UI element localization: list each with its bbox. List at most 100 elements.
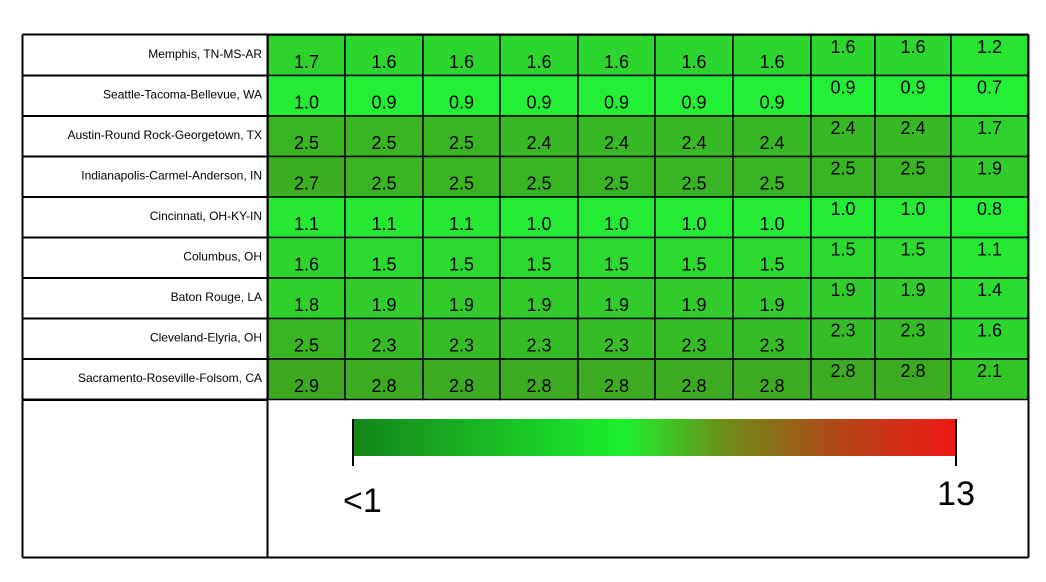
cell-value-label: 2.5 [526, 174, 551, 194]
cell-value-label: 1.5 [449, 255, 474, 275]
cell-value-label: 0.9 [449, 93, 474, 113]
cell-value-label: 2.4 [681, 133, 706, 153]
cell-value-label: 2.5 [449, 133, 474, 153]
cell-value-label: 1.9 [371, 295, 396, 315]
heat-cell [874, 196, 952, 239]
cell-value-label: 0.9 [371, 93, 396, 113]
heat-cell [422, 115, 501, 158]
cell-value-label: 1.6 [294, 255, 319, 275]
cell-value-label: 1.6 [900, 37, 925, 57]
cell-value-label: 2.5 [681, 174, 706, 194]
cell-value-label: 2.5 [294, 133, 319, 153]
cell-value-label: 1.5 [900, 240, 925, 260]
heat-cell [499, 277, 579, 320]
cell-value-label: 2.9 [294, 376, 319, 396]
cell-value-label: 2.5 [371, 174, 396, 194]
heat-cell [654, 317, 734, 360]
cell-value-label: 1.6 [604, 52, 629, 72]
heat-cell [950, 196, 1029, 239]
cell-value-label: 1.1 [294, 214, 319, 234]
cell-value-label: 2.3 [371, 336, 396, 356]
cell-value-label: 1.6 [759, 52, 784, 72]
heat-cell [344, 317, 424, 360]
heat-cell [874, 317, 952, 360]
heat-cell [732, 277, 812, 320]
heat-cell [950, 74, 1029, 117]
heat-cell [654, 34, 734, 77]
cell-value-label: 2.3 [900, 321, 925, 341]
heat-cell [499, 358, 579, 401]
color-legend: <1 13 [343, 419, 975, 520]
cell-value-label: 1.0 [681, 214, 706, 234]
cell-value-label: 2.5 [294, 336, 319, 356]
heat-cell [654, 74, 734, 117]
cell-value-label: 2.3 [830, 321, 855, 341]
cell-value-label: 1.9 [449, 295, 474, 315]
cell-value-label: 2.4 [604, 133, 629, 153]
cell-value-label: 2.3 [526, 336, 551, 356]
heat-cell [267, 277, 346, 320]
cell-value-label: 2.4 [900, 118, 925, 138]
cell-value-label: 2.5 [371, 133, 396, 153]
cell-value-label: 1.9 [759, 295, 784, 315]
cell-value-label: 2.5 [830, 159, 855, 179]
row-labels: Memphis, TN-MS-AR Seattle-Tacoma-Bellevue… [22, 47, 268, 401]
heat-cell [732, 358, 812, 401]
heat-cell [267, 155, 346, 198]
cell-value-label: 1.2 [977, 37, 1002, 57]
heat-cell [422, 236, 501, 279]
cell-value-label: 2.8 [681, 376, 706, 396]
cell-value-label: 1.1 [977, 240, 1002, 260]
cell-value-label: 2.3 [449, 336, 474, 356]
heat-cell [654, 277, 734, 320]
cell-value-label: 2.4 [830, 118, 855, 138]
heat-cell [732, 196, 812, 239]
cell-value-label: 1.9 [681, 295, 706, 315]
cell-value-label: 1.9 [977, 159, 1002, 179]
cell-value-label: 1.0 [900, 199, 925, 219]
cell-value-label: 2.8 [759, 376, 784, 396]
cell-value-label: 2.3 [759, 336, 784, 356]
cell-value-label: 2.5 [449, 174, 474, 194]
cell-value-label: 2.8 [604, 376, 629, 396]
row-label: Baton Rouge, LA [171, 290, 262, 304]
cell-value-label: 2.4 [759, 133, 784, 153]
heat-cell [810, 358, 876, 401]
heat-cell [732, 115, 812, 158]
heat-cell [344, 358, 424, 401]
cell-value-label: 1.0 [604, 214, 629, 234]
heat-cell [810, 34, 876, 77]
cell-value-label: 1.1 [371, 214, 396, 234]
cell-value-label: 1.5 [759, 255, 784, 275]
cell-value-label: 1.8 [294, 295, 319, 315]
heat-cell [874, 115, 952, 158]
heat-cell [654, 155, 734, 198]
heat-cell [577, 358, 656, 401]
cell-value-label: 1.0 [830, 199, 855, 219]
heat-cell [654, 196, 734, 239]
cell-value-label: 2.4 [526, 133, 551, 153]
heat-cell [267, 236, 346, 279]
cell-value-label: 1.4 [977, 280, 1002, 300]
legend-max-label: 13 [937, 475, 975, 513]
heat-cell [499, 317, 579, 360]
cell-value-label: 1.6 [449, 52, 474, 72]
table-frame [21, 33, 1030, 559]
row-label: Cleveland-Elyria, OH [150, 331, 262, 345]
cell-value-label: 0.9 [604, 93, 629, 113]
cell-value-label: 2.8 [449, 376, 474, 396]
cell-value-label: 1.7 [977, 118, 1002, 138]
heat-cell [422, 317, 501, 360]
heat-cell [810, 277, 876, 320]
cell-value-label: 1.6 [371, 52, 396, 72]
heat-cell [950, 34, 1029, 77]
cell-value-label: 0.9 [900, 78, 925, 98]
cell-value-label: 1.0 [759, 214, 784, 234]
cell-value-label: 1.5 [830, 240, 855, 260]
heat-cell [344, 34, 424, 77]
heat-cell [732, 74, 812, 117]
row-label: Columbus, OH [183, 250, 262, 264]
cell-value-label: 2.8 [526, 376, 551, 396]
heat-cell [344, 196, 424, 239]
